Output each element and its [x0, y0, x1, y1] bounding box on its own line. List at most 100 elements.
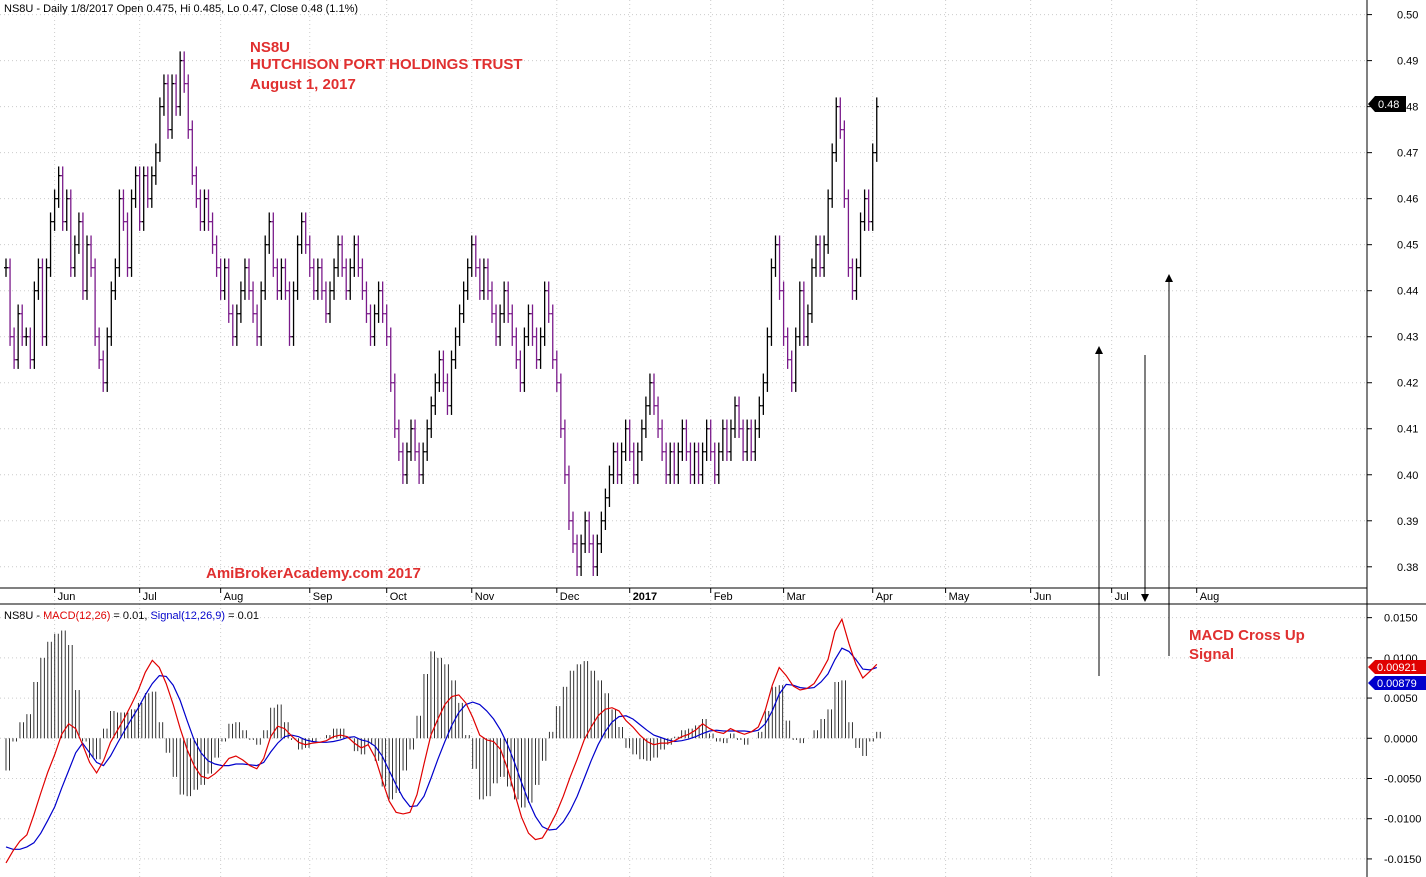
price-bar: [307, 235, 312, 277]
macd-histogram: [5, 630, 881, 808]
time-tick-label: Dec: [560, 591, 580, 603]
price-bar: [259, 281, 264, 346]
price-bar: [445, 373, 450, 415]
price-bar: [874, 97, 879, 162]
macd-badge: 0.00921: [1368, 660, 1426, 674]
time-tick-label: May: [949, 591, 970, 603]
price-bar: [336, 235, 341, 277]
price-bar: [769, 258, 774, 346]
price-bar: [433, 373, 438, 415]
macd-header-signal-value: = 0.01: [225, 610, 259, 622]
price-bar: [611, 442, 616, 484]
price-bar: [534, 327, 539, 369]
price-bar: [575, 534, 580, 576]
price-bar: [210, 212, 215, 254]
price-bar: [603, 488, 608, 530]
price-bar: [242, 258, 247, 300]
price-bar: [64, 189, 69, 231]
price-bar: [214, 235, 219, 277]
price-bar: [838, 97, 843, 139]
price-bar: [660, 419, 665, 461]
price-bar: [809, 258, 814, 323]
price-bar: [777, 235, 782, 300]
price-bar: [28, 327, 33, 369]
price-bar: [178, 51, 183, 116]
price-bar: [72, 235, 77, 277]
price-bar: [473, 235, 478, 277]
price-bar: [672, 442, 677, 484]
price-bar: [328, 281, 332, 323]
price-bar: [364, 281, 369, 323]
price-bar: [267, 212, 272, 254]
time-tick-label: 2017: [633, 591, 657, 603]
price-bar: [255, 304, 260, 346]
annotation-company: HUTCHISON PORT HOLDINGS TRUST: [250, 56, 523, 73]
price-bar: [332, 258, 337, 300]
price-bar: [591, 534, 596, 576]
macd-annotation-line2: Signal: [1189, 646, 1234, 663]
price-bar: [656, 396, 661, 438]
price-bar: [453, 327, 458, 369]
price-bar: [133, 166, 138, 208]
price-bar: [12, 327, 17, 369]
price-bar: [761, 373, 766, 415]
price-bar: [676, 442, 681, 484]
price-panel-header: NS8U - Daily 1/8/2017 Open 0.475, Hi 0.4…: [4, 3, 358, 15]
price-bar: [157, 97, 162, 162]
price-tick-label: 0.41: [1397, 424, 1418, 436]
price-bar: [704, 419, 709, 461]
price-bar: [566, 465, 571, 530]
price-tick-label: 0.42: [1397, 378, 1418, 390]
price-bar: [170, 74, 175, 139]
price-bar: [8, 258, 13, 346]
price-bar: [392, 373, 397, 438]
price-bar: [562, 419, 567, 484]
price-bar: [643, 396, 648, 438]
macd-header-macd-name: MACD(12,26): [43, 610, 110, 622]
price-bar: [182, 51, 187, 93]
price-bar: [781, 281, 786, 346]
price-bar: [805, 304, 810, 346]
price-bar: [145, 166, 150, 208]
time-tick-label: Oct: [390, 591, 407, 603]
price-bar: [190, 120, 195, 185]
price-tick-label: 0.40: [1397, 470, 1418, 482]
last-price-label: 0.48: [1378, 99, 1399, 111]
price-tick-label: 0.47: [1397, 148, 1418, 160]
price-bar: [271, 212, 276, 277]
signal-badge-label: 0.00879: [1377, 678, 1417, 690]
price-bar: [595, 534, 600, 576]
macd-annotation: MACD Cross Up Signal: [1189, 627, 1305, 663]
price-bar: [291, 281, 296, 346]
price-bar: [380, 281, 385, 323]
price-tick-label: 0.50: [1397, 10, 1418, 22]
price-bar: [24, 327, 29, 346]
price-bar: [97, 327, 102, 369]
price-bar: [384, 304, 389, 346]
price-bar: [421, 442, 426, 484]
price-bar: [52, 189, 57, 231]
macd-tick-label: 0.0000: [1384, 733, 1418, 745]
price-bar: [36, 258, 41, 300]
time-tick-label: Nov: [475, 591, 495, 603]
price-bar: [279, 258, 284, 300]
price-bar: [137, 166, 142, 231]
price-bar: [161, 74, 166, 116]
price-bar: [437, 350, 442, 392]
macd-gridlines: [0, 617, 1367, 860]
signal-line: [5, 647, 877, 850]
price-bar: [773, 235, 778, 277]
price-bar: [222, 258, 227, 300]
price-bar: [862, 189, 867, 231]
macd-panel-header: NS8U - MACD(12,26) = 0.01, Signal(12,26,…: [4, 610, 259, 622]
time-tick-label: Feb: [714, 591, 733, 603]
price-bar: [522, 327, 527, 392]
time-tick-label: Jun: [1034, 591, 1052, 603]
price-bar: [469, 235, 474, 277]
price-bar: [664, 442, 669, 484]
price-bar: [579, 534, 584, 576]
price-bar: [121, 189, 126, 231]
price-gridlines: [0, 0, 1367, 877]
price-bar: [712, 442, 717, 484]
price-bar: [360, 258, 365, 300]
